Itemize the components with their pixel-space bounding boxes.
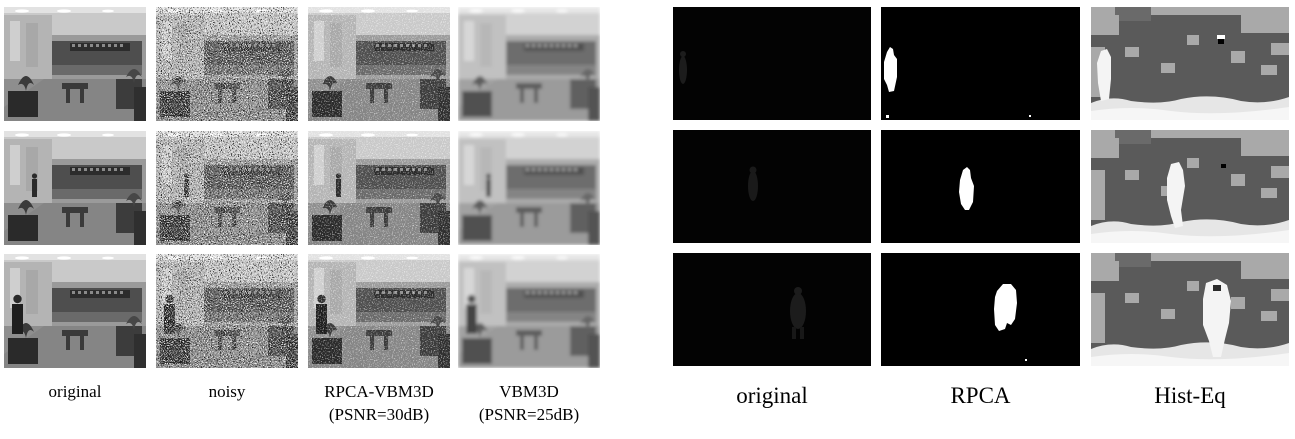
frame-hist-eq-row2 bbox=[1091, 130, 1289, 243]
caption-vbm3d: VBM3D (PSNR=25dB) bbox=[450, 381, 608, 427]
frame-rpca-mask-row3 bbox=[881, 253, 1080, 366]
caption-rpca-vbm3d-psnr: (PSNR=30dB) bbox=[328, 404, 430, 424]
frame-rpca-mask-row2 bbox=[881, 130, 1080, 243]
frame-noisy-row3 bbox=[156, 254, 298, 368]
frame-rpca-vbm3d-row3 bbox=[308, 254, 450, 368]
frame-vbm3d-row1 bbox=[458, 7, 600, 121]
frame-vbm3d-row3 bbox=[458, 254, 600, 368]
frame-rpca-vbm3d-row2 bbox=[308, 131, 450, 245]
caption-vbm3d-psnr: (PSNR=25dB) bbox=[478, 404, 580, 424]
frame-original-row3 bbox=[4, 254, 146, 368]
frame-dark-original-row2 bbox=[673, 130, 871, 243]
frame-hist-eq-row1 bbox=[1091, 7, 1289, 120]
frame-dark-original-row3 bbox=[673, 253, 871, 366]
frame-original-row1 bbox=[4, 7, 146, 121]
caption-original-left: original bbox=[48, 382, 102, 401]
frame-dark-original-row1 bbox=[673, 7, 871, 120]
caption-rpca-vbm3d: RPCA-VBM3D (PSNR=30dB) bbox=[300, 381, 458, 427]
frame-noisy-row2 bbox=[156, 131, 298, 245]
frame-rpca-vbm3d-row1 bbox=[308, 7, 450, 121]
caption-hist-eq: Hist-Eq bbox=[1154, 383, 1226, 408]
frame-hist-eq-row3 bbox=[1091, 253, 1289, 366]
frame-original-row2 bbox=[4, 131, 146, 245]
frame-vbm3d-row2 bbox=[458, 131, 600, 245]
frame-noisy-row1 bbox=[156, 7, 298, 121]
frame-rpca-mask-row1 bbox=[881, 7, 1080, 120]
caption-rpca: RPCA bbox=[950, 383, 1011, 408]
caption-noisy: noisy bbox=[208, 382, 246, 401]
caption-original-right: original bbox=[736, 383, 808, 408]
